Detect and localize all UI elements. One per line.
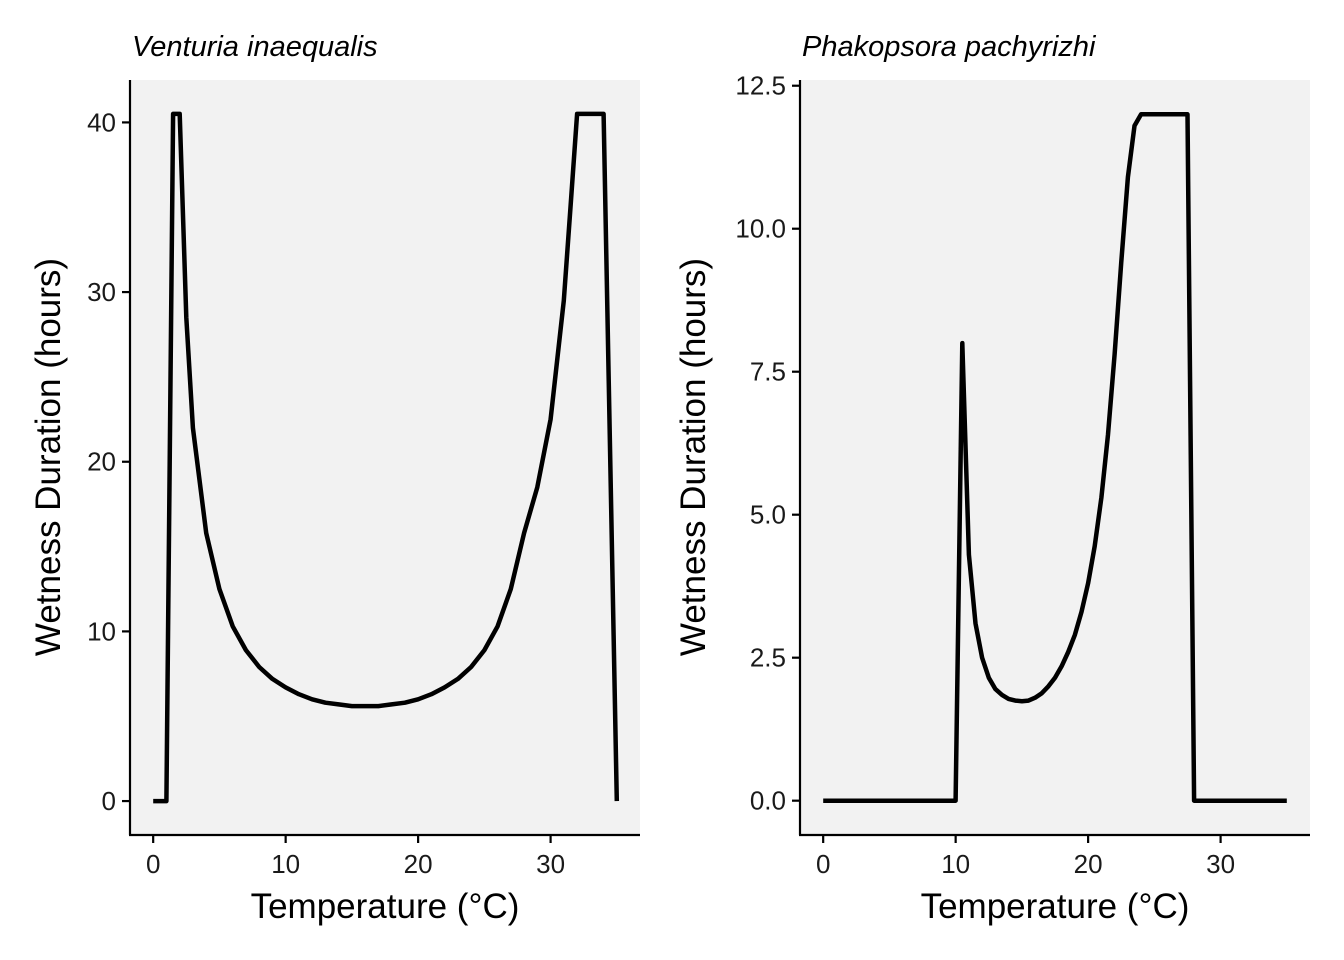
y-axis-ticks: 0 10 20 30 40	[87, 107, 130, 816]
plot-background	[130, 80, 640, 835]
x-tick-label: 20	[1074, 849, 1103, 879]
plot-background	[800, 80, 1310, 835]
x-tick-label: 10	[941, 849, 970, 879]
x-tick-label: 30	[536, 849, 565, 879]
panel-venturia: Venturia inaequalis 0 10 20 30 40 0 10 20 30 Te…	[29, 31, 640, 926]
x-axis-label: Temperature (°C)	[921, 887, 1190, 926]
y-tick-label: 30	[87, 277, 116, 307]
y-tick-label: 10.0	[735, 214, 786, 244]
x-tick-label: 0	[816, 849, 830, 879]
y-tick-label: 0	[102, 786, 116, 816]
y-tick-label: 5.0	[750, 500, 786, 530]
y-tick-label: 10	[87, 616, 116, 646]
y-axis-label: Wetness Duration (hours)	[29, 258, 68, 656]
y-tick-label: 20	[87, 447, 116, 477]
chart-title: Phakopsora pachyrizhi	[802, 31, 1097, 63]
chart-title: Venturia inaequalis	[132, 31, 378, 63]
y-tick-label: 0.0	[750, 786, 786, 816]
x-axis-ticks: 0 10 20 30	[146, 835, 565, 879]
x-tick-label: 0	[146, 849, 160, 879]
x-axis-label: Temperature (°C)	[251, 887, 520, 926]
series-line	[153, 111, 620, 804]
panel-phakopsora: Phakopsora pachyrizhi 0.0 2.5 5.0 7.5 10.0 12…	[674, 31, 1310, 926]
x-tick-label: 10	[271, 849, 300, 879]
x-tick-label: 30	[1206, 849, 1235, 879]
y-tick-label: 7.5	[750, 357, 786, 387]
y-tick-label: 2.5	[750, 643, 786, 673]
y-tick-label: 12.5	[735, 71, 786, 101]
y-axis-ticks: 0.0 2.5 5.0 7.5 10.0 12.5	[735, 71, 800, 816]
series-line	[823, 112, 1287, 803]
y-axis-label: Wetness Duration (hours)	[674, 258, 713, 656]
x-axis-ticks: 0 10 20 30	[816, 835, 1235, 879]
x-tick-label: 20	[404, 849, 433, 879]
y-tick-label: 40	[87, 107, 116, 137]
